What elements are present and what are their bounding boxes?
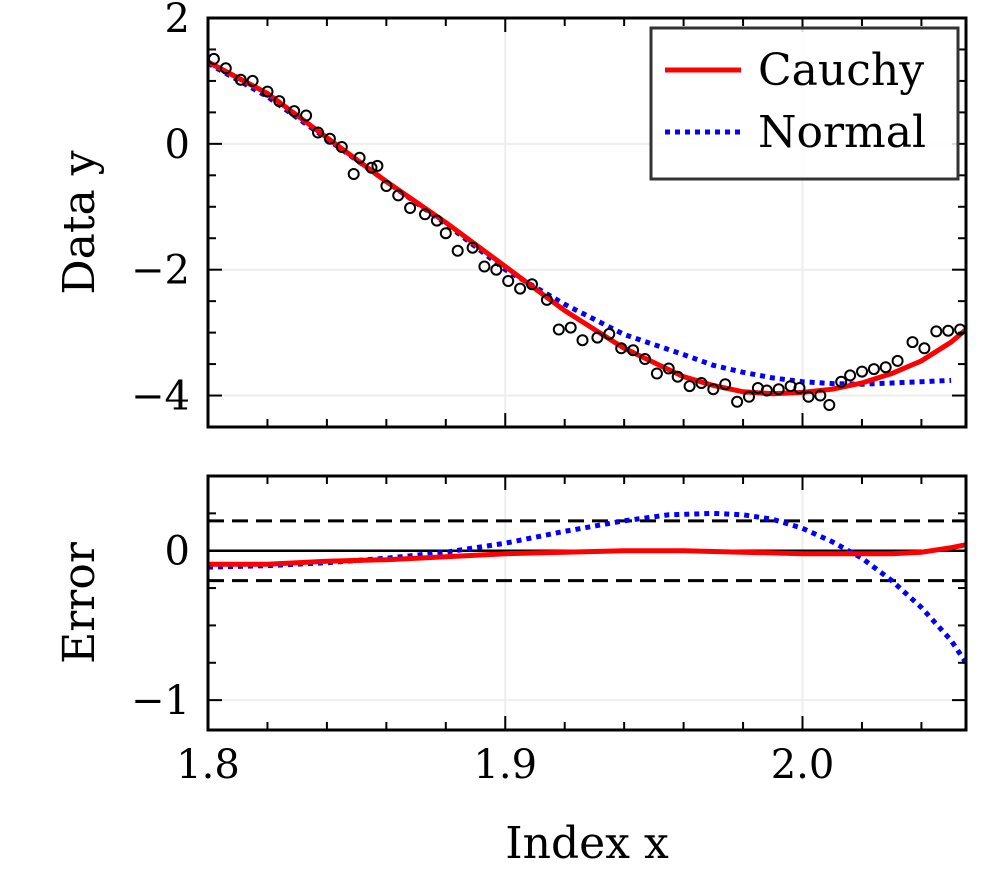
- data-point: [856, 365, 868, 378]
- data-point: [490, 263, 503, 276]
- data-point: [823, 399, 836, 411]
- data-point: [695, 377, 708, 389]
- data-point: [603, 327, 616, 340]
- data-point: [564, 321, 577, 334]
- data-point: [772, 383, 785, 396]
- data-point: [707, 383, 720, 396]
- bottom-y-tick-label: 0: [165, 529, 190, 575]
- data-point: [576, 334, 589, 347]
- data-point: [844, 369, 857, 382]
- data-point: [719, 378, 732, 391]
- data-point: [814, 389, 827, 402]
- x-tick-label: 2.0: [771, 742, 835, 788]
- data-point: [502, 275, 515, 287]
- data-point: [760, 384, 773, 397]
- data-point: [650, 367, 663, 380]
- data-point: [323, 132, 336, 145]
- data-point: [219, 62, 232, 75]
- data-point: [478, 260, 491, 273]
- x-tick-label: 1.9: [473, 742, 537, 788]
- legend-label-normal: Normal: [758, 107, 926, 158]
- data-point: [380, 180, 393, 192]
- data-point: [906, 336, 919, 349]
- data-point: [234, 73, 247, 86]
- data-point: [404, 202, 417, 214]
- data-point: [891, 354, 904, 367]
- top-y-tick-label: −4: [131, 374, 190, 420]
- data-point: [273, 95, 286, 108]
- bottom-plot-area: [208, 510, 966, 665]
- data-point: [540, 293, 553, 306]
- data-point: [392, 189, 405, 202]
- data-point: [312, 126, 324, 139]
- bottom-y-tick-label: −1: [131, 678, 190, 724]
- x-axis-label: Index x: [505, 818, 669, 869]
- data-point: [514, 282, 527, 295]
- data-point: [918, 342, 931, 355]
- data-point: [802, 390, 815, 403]
- data-point: [451, 244, 464, 257]
- data-point: [300, 109, 313, 122]
- data-point: [683, 380, 696, 393]
- data-point: [466, 241, 479, 254]
- data-point: [288, 105, 301, 118]
- data-point: [615, 342, 628, 355]
- data-point: [526, 278, 538, 291]
- error-series-cauchy: [208, 542, 966, 567]
- data-point: [347, 168, 360, 180]
- data-point: [353, 151, 366, 164]
- bottom-panel-frame: [206, 474, 968, 732]
- top-plot-area: [208, 52, 966, 411]
- data-point: [439, 227, 452, 240]
- data-point: [591, 331, 604, 344]
- legend-box: [649, 26, 960, 181]
- x-tick-label: 1.8: [176, 742, 240, 788]
- data-point: [365, 161, 378, 174]
- data-point: [731, 395, 744, 408]
- data-point: [942, 324, 955, 337]
- top-y-tick-label: 2: [165, 0, 190, 42]
- data-point: [671, 370, 684, 383]
- data-point: [879, 361, 892, 374]
- data-point: [793, 382, 806, 394]
- data-point: [835, 375, 848, 388]
- top-y-tick-label: −2: [131, 248, 190, 294]
- data-point: [662, 362, 675, 375]
- data-point: [627, 344, 640, 357]
- data-point: [371, 159, 384, 172]
- legend-label-cauchy: Cauchy: [758, 45, 924, 96]
- top-y-axis-label: Data y: [54, 150, 105, 294]
- data-point: [430, 214, 443, 227]
- error-series-normal: [208, 510, 966, 665]
- data-point: [930, 325, 943, 338]
- data-point: [419, 208, 431, 221]
- bottom-y-axis-label: Error: [54, 541, 105, 664]
- data-point: [639, 353, 651, 365]
- data-point: [867, 363, 880, 376]
- top-panel-frame: [206, 16, 968, 429]
- data-point: [261, 85, 274, 98]
- data-point: [335, 141, 348, 153]
- data-point: [246, 74, 259, 87]
- data-point: [552, 323, 565, 336]
- top-y-tick-label: 0: [165, 122, 190, 168]
- data-point: [743, 390, 755, 403]
